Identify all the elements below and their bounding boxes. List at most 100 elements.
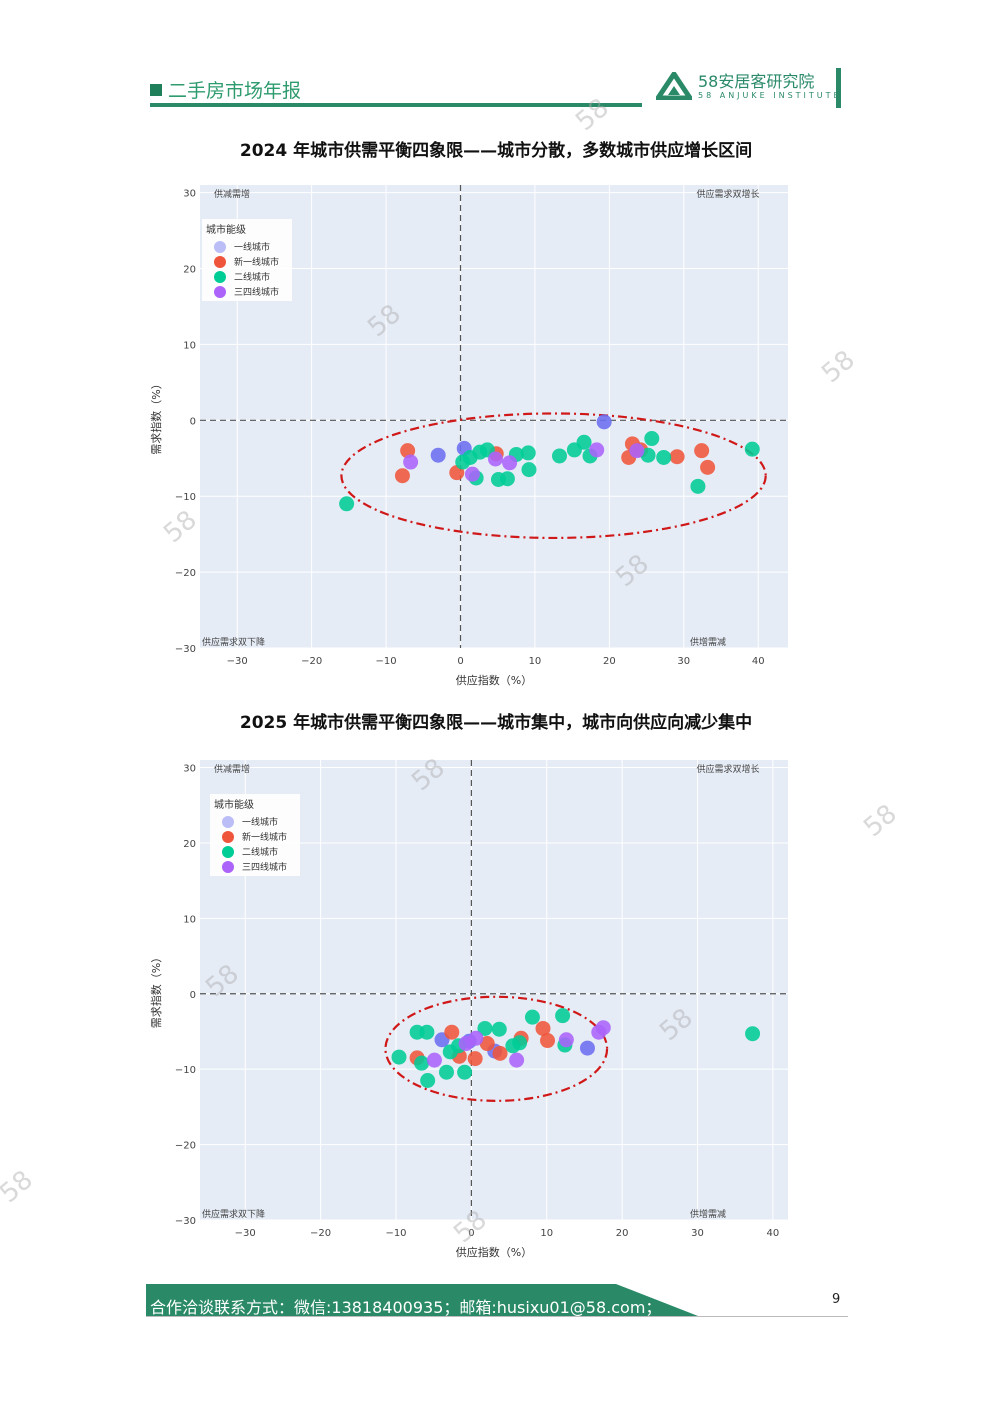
quadrant-label-top-right: 供应需求双增长 — [696, 188, 759, 200]
data-point — [744, 441, 760, 457]
data-point — [579, 1040, 595, 1056]
data-point — [339, 496, 355, 512]
legend-label: 三四线城市 — [234, 286, 279, 298]
watermark: 58 — [570, 92, 615, 138]
quadrant-label-bottom-right: 供增需减 — [690, 636, 726, 648]
data-point — [509, 1052, 525, 1068]
y-tick-label: −10 — [175, 1065, 196, 1076]
data-point — [595, 1020, 611, 1036]
quadrant-label-top-left: 供减需增 — [214, 188, 250, 200]
x-axis-title: 供应指数（%） — [456, 673, 532, 687]
y-tick-label: 0 — [190, 416, 196, 427]
y-tick-label: 0 — [190, 990, 196, 1001]
data-point — [669, 449, 685, 465]
data-point — [457, 1064, 473, 1080]
legend-title: 城市能级 — [206, 223, 246, 236]
x-tick-label: −20 — [310, 1228, 331, 1239]
data-point — [558, 1032, 574, 1048]
footer-rule — [146, 1316, 848, 1317]
data-point — [391, 1049, 407, 1065]
data-point — [551, 448, 567, 464]
y-tick-label: 10 — [183, 914, 196, 925]
data-point — [745, 1026, 761, 1042]
quadrant-label-top-right: 供应需求双增长 — [696, 763, 759, 775]
data-point — [468, 1030, 484, 1046]
data-point — [419, 1024, 435, 1040]
data-point — [414, 1055, 430, 1071]
footer-band — [146, 1284, 698, 1316]
legend-title: 城市能级 — [214, 798, 254, 811]
legend-label: 二线城市 — [234, 271, 270, 283]
data-point — [444, 1024, 460, 1040]
logo-bar — [836, 68, 841, 108]
data-point — [521, 462, 537, 478]
y-tick-label: 20 — [183, 264, 196, 275]
x-tick-label: 30 — [691, 1228, 704, 1239]
data-point — [596, 414, 612, 430]
data-point — [394, 468, 410, 484]
x-tick-label: 40 — [767, 1228, 780, 1239]
x-tick-label: 30 — [677, 656, 690, 667]
data-point — [576, 434, 592, 450]
y-tick-label: 10 — [183, 340, 196, 351]
legend-label: 二线城市 — [242, 846, 278, 858]
y-axis-title: 需求指数（%） — [149, 952, 163, 1028]
legend-label: 新一线城市 — [234, 256, 279, 268]
logo-subtitle: 58 ANJUKE INSTITUTE — [698, 90, 842, 100]
x-tick-label: −30 — [227, 656, 248, 667]
data-point — [464, 466, 480, 482]
x-tick-label: 0 — [457, 656, 463, 667]
x-tick-label: −20 — [301, 656, 322, 667]
data-point — [524, 1009, 540, 1025]
data-point — [400, 443, 416, 459]
data-point — [479, 1036, 495, 1052]
data-point — [512, 1035, 528, 1051]
data-point — [477, 1020, 493, 1036]
data-point — [589, 442, 605, 458]
data-point — [420, 1072, 436, 1088]
report-title: 二手房市场年报 — [150, 76, 301, 103]
logo-triangle-icon — [656, 72, 692, 100]
legend-marker — [214, 286, 226, 298]
data-point — [492, 1045, 508, 1061]
contact-info: 合作洽谈联系方式：微信:13818400935；邮箱:husixu01@58.c… — [150, 1298, 662, 1317]
legend-marker — [222, 846, 234, 858]
x-tick-label: −10 — [376, 656, 397, 667]
institute-logo: 58安居客研究院 58 ANJUKE INSTITUTE — [656, 72, 842, 100]
data-point — [629, 443, 645, 459]
legend-label: 一线城市 — [234, 241, 270, 253]
y-tick-label: 30 — [183, 764, 196, 775]
data-point — [700, 459, 716, 475]
x-tick-label: 20 — [603, 656, 616, 667]
data-point — [540, 1033, 556, 1049]
x-tick-label: 10 — [529, 656, 542, 667]
legend-marker — [214, 256, 226, 268]
quadrant-label-bottom-left: 供应需求双下降 — [202, 636, 265, 648]
data-point — [502, 455, 518, 471]
data-point — [644, 431, 660, 447]
data-point — [467, 1051, 483, 1067]
legend-label: 一线城市 — [242, 816, 278, 828]
x-tick-label: −30 — [235, 1228, 256, 1239]
data-point — [430, 447, 446, 463]
x-tick-label: 20 — [616, 1228, 629, 1239]
data-point — [487, 451, 503, 467]
y-tick-label: −30 — [175, 1216, 196, 1227]
data-point — [535, 1020, 551, 1036]
quadrant-label-bottom-right: 供增需减 — [690, 1208, 726, 1220]
highlight-ellipse — [340, 412, 767, 540]
x-tick-label: 0 — [468, 1228, 474, 1239]
legend-label: 三四线城市 — [242, 861, 287, 873]
legend-marker — [214, 271, 226, 283]
title-square-icon — [150, 83, 162, 96]
legend-marker — [222, 831, 234, 843]
quadrant-label-bottom-left: 供应需求双下降 — [202, 1208, 265, 1220]
data-point — [520, 445, 536, 461]
y-tick-label: −10 — [175, 492, 196, 503]
header-rule — [150, 103, 642, 107]
data-point — [690, 478, 706, 494]
legend-label: 新一线城市 — [242, 831, 287, 843]
data-point — [656, 449, 672, 465]
